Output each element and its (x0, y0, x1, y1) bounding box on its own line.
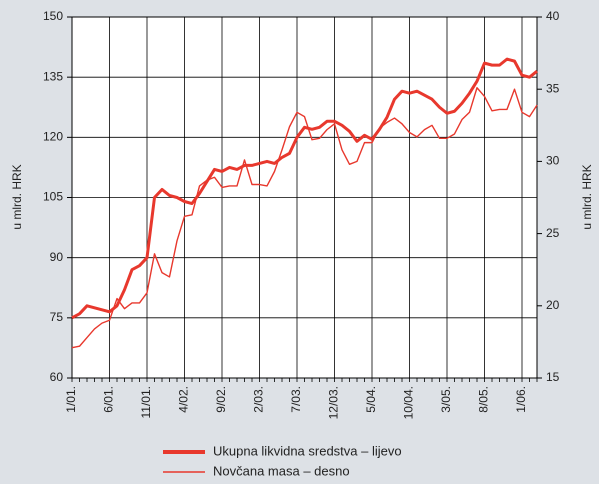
y-tick-label: 135 (43, 69, 63, 83)
x-tick-label: 1/01. (64, 386, 78, 413)
x-tick-label: 2/03. (252, 386, 266, 413)
legend-label: Ukupna likvidna sredstva – lijevo (213, 443, 402, 458)
x-tick-label: 12/03. (327, 386, 341, 419)
x-tick-label: 3/05. (439, 386, 453, 413)
x-tick-label: 10/04. (402, 386, 416, 419)
y-tick-label: 105 (43, 190, 63, 204)
legend-label: Novčana masa – desno (213, 463, 350, 478)
plot-border (71, 16, 538, 379)
x-tick-label: 1/06. (514, 386, 528, 413)
y-tick-label: 120 (43, 130, 63, 144)
y-axis-title: u mlrd. HRK (10, 164, 24, 229)
x-tick-label: 6/01. (102, 386, 116, 413)
line-series (71, 87, 538, 349)
y-tick-label: 75 (50, 310, 64, 324)
y-tick-label: 150 (43, 9, 63, 23)
y2-tick-label: 15 (546, 370, 560, 384)
x-tick-label: 8/05. (477, 386, 491, 413)
x-tick-label: 9/02. (214, 386, 228, 413)
y-tick-label: 60 (50, 370, 64, 384)
line-series (71, 57, 538, 320)
x-tick-label: 11/01. (139, 386, 153, 418)
x-tick-label: 7/03. (289, 386, 303, 413)
y2-axis-title: u mlrd. HRK (580, 164, 594, 229)
y2-tick-label: 30 (546, 154, 560, 168)
y2-tick-label: 35 (546, 81, 560, 95)
y2-tick-label: 20 (546, 298, 560, 312)
y-tick-label: 90 (50, 250, 64, 264)
y2-tick-label: 25 (546, 226, 560, 240)
x-tick-label: 5/04. (364, 386, 378, 413)
x-tick-label: 4/02. (177, 386, 191, 413)
y2-tick-label: 40 (546, 9, 560, 23)
